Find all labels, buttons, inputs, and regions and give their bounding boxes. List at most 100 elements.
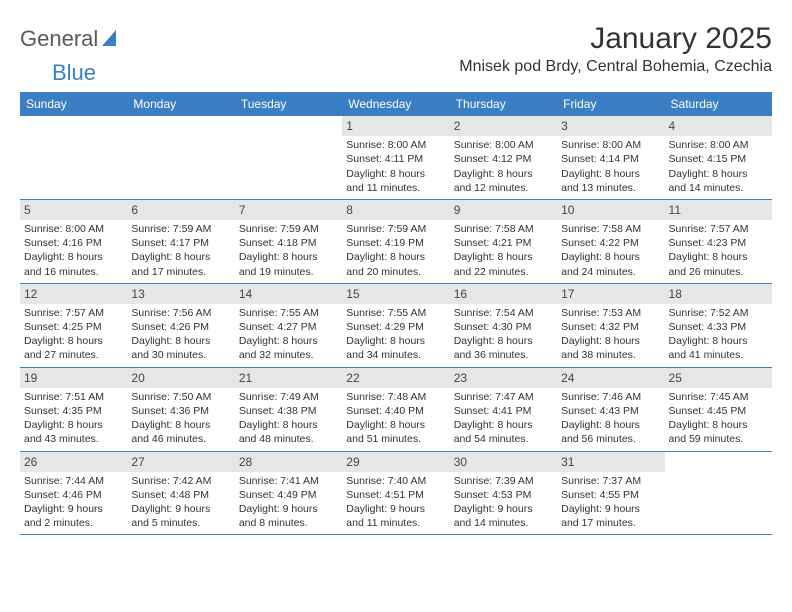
sunrise-text: Sunrise: 7:48 AM bbox=[346, 390, 445, 404]
daylight1-text: Daylight: 8 hours bbox=[669, 167, 768, 181]
daylight2-text: and 43 minutes. bbox=[24, 432, 123, 446]
sunset-text: Sunset: 4:55 PM bbox=[561, 488, 660, 502]
sunrise-text: Sunrise: 7:59 AM bbox=[346, 222, 445, 236]
day-number: 21 bbox=[235, 368, 342, 388]
daylight2-text: and 24 minutes. bbox=[561, 265, 660, 279]
daylight1-text: Daylight: 8 hours bbox=[669, 418, 768, 432]
sunset-text: Sunset: 4:43 PM bbox=[561, 404, 660, 418]
daylight2-text: and 51 minutes. bbox=[346, 432, 445, 446]
day-number: 3 bbox=[557, 116, 664, 136]
daylight1-text: Daylight: 8 hours bbox=[239, 334, 338, 348]
day-cell: 2Sunrise: 8:00 AMSunset: 4:12 PMDaylight… bbox=[450, 116, 557, 199]
day-number: 4 bbox=[665, 116, 772, 136]
sunrise-text: Sunrise: 7:55 AM bbox=[346, 306, 445, 320]
sunrise-text: Sunrise: 8:00 AM bbox=[561, 138, 660, 152]
daylight1-text: Daylight: 9 hours bbox=[131, 502, 230, 516]
day-number: 1 bbox=[342, 116, 449, 136]
day-cell: 25Sunrise: 7:45 AMSunset: 4:45 PMDayligh… bbox=[665, 368, 772, 451]
daylight1-text: Daylight: 8 hours bbox=[24, 250, 123, 264]
daylight2-text: and 22 minutes. bbox=[454, 265, 553, 279]
daylight1-text: Daylight: 8 hours bbox=[669, 334, 768, 348]
sunrise-text: Sunrise: 7:49 AM bbox=[239, 390, 338, 404]
daylight1-text: Daylight: 8 hours bbox=[346, 334, 445, 348]
sunset-text: Sunset: 4:30 PM bbox=[454, 320, 553, 334]
sunrise-text: Sunrise: 7:40 AM bbox=[346, 474, 445, 488]
sunset-text: Sunset: 4:46 PM bbox=[24, 488, 123, 502]
sunset-text: Sunset: 4:53 PM bbox=[454, 488, 553, 502]
dow-header-row: SundayMondayTuesdayWednesdayThursdayFrid… bbox=[20, 92, 772, 116]
daylight2-text: and 30 minutes. bbox=[131, 348, 230, 362]
day-cell: 6Sunrise: 7:59 AMSunset: 4:17 PMDaylight… bbox=[127, 200, 234, 283]
sunrise-text: Sunrise: 7:42 AM bbox=[131, 474, 230, 488]
day-cell: 24Sunrise: 7:46 AMSunset: 4:43 PMDayligh… bbox=[557, 368, 664, 451]
daylight2-text: and 59 minutes. bbox=[669, 432, 768, 446]
day-cell bbox=[20, 116, 127, 199]
day-number: 13 bbox=[127, 284, 234, 304]
sunset-text: Sunset: 4:18 PM bbox=[239, 236, 338, 250]
sunset-text: Sunset: 4:51 PM bbox=[346, 488, 445, 502]
day-number: 29 bbox=[342, 452, 449, 472]
daylight2-text: and 46 minutes. bbox=[131, 432, 230, 446]
logo: General bbox=[20, 26, 118, 52]
day-number: 31 bbox=[557, 452, 664, 472]
daylight2-text: and 41 minutes. bbox=[669, 348, 768, 362]
daylight2-text: and 11 minutes. bbox=[346, 516, 445, 530]
day-number: 30 bbox=[450, 452, 557, 472]
sunset-text: Sunset: 4:35 PM bbox=[24, 404, 123, 418]
daylight2-text: and 12 minutes. bbox=[454, 181, 553, 195]
day-number: 28 bbox=[235, 452, 342, 472]
sunset-text: Sunset: 4:49 PM bbox=[239, 488, 338, 502]
daylight2-text: and 8 minutes. bbox=[239, 516, 338, 530]
day-number: 20 bbox=[127, 368, 234, 388]
logo-text-1: General bbox=[20, 26, 98, 52]
daylight2-text: and 36 minutes. bbox=[454, 348, 553, 362]
sunrise-text: Sunrise: 7:46 AM bbox=[561, 390, 660, 404]
daylight1-text: Daylight: 8 hours bbox=[239, 418, 338, 432]
daylight1-text: Daylight: 9 hours bbox=[561, 502, 660, 516]
day-cell: 13Sunrise: 7:56 AMSunset: 4:26 PMDayligh… bbox=[127, 284, 234, 367]
daylight1-text: Daylight: 8 hours bbox=[239, 250, 338, 264]
sunrise-text: Sunrise: 7:58 AM bbox=[454, 222, 553, 236]
day-number: 16 bbox=[450, 284, 557, 304]
day-cell: 17Sunrise: 7:53 AMSunset: 4:32 PMDayligh… bbox=[557, 284, 664, 367]
sunrise-text: Sunrise: 7:50 AM bbox=[131, 390, 230, 404]
sunset-text: Sunset: 4:17 PM bbox=[131, 236, 230, 250]
day-number: 15 bbox=[342, 284, 449, 304]
day-cell: 5Sunrise: 8:00 AMSunset: 4:16 PMDaylight… bbox=[20, 200, 127, 283]
sunset-text: Sunset: 4:32 PM bbox=[561, 320, 660, 334]
day-cell bbox=[665, 452, 772, 535]
sunset-text: Sunset: 4:19 PM bbox=[346, 236, 445, 250]
daylight2-text: and 32 minutes. bbox=[239, 348, 338, 362]
day-cell: 16Sunrise: 7:54 AMSunset: 4:30 PMDayligh… bbox=[450, 284, 557, 367]
page-title: January 2025 bbox=[459, 22, 772, 56]
daylight1-text: Daylight: 8 hours bbox=[454, 418, 553, 432]
week-row: 19Sunrise: 7:51 AMSunset: 4:35 PMDayligh… bbox=[20, 368, 772, 452]
title-block: January 2025 Mnisek pod Brdy, Central Bo… bbox=[459, 22, 772, 76]
day-number: 19 bbox=[20, 368, 127, 388]
daylight2-text: and 11 minutes. bbox=[346, 181, 445, 195]
daylight2-text: and 2 minutes. bbox=[24, 516, 123, 530]
day-number: 27 bbox=[127, 452, 234, 472]
sunrise-text: Sunrise: 8:00 AM bbox=[346, 138, 445, 152]
daylight1-text: Daylight: 8 hours bbox=[561, 334, 660, 348]
sunrise-text: Sunrise: 8:00 AM bbox=[24, 222, 123, 236]
sunset-text: Sunset: 4:15 PM bbox=[669, 152, 768, 166]
day-number: 5 bbox=[20, 200, 127, 220]
dow-cell: Thursday bbox=[450, 92, 557, 116]
sunset-text: Sunset: 4:27 PM bbox=[239, 320, 338, 334]
sunset-text: Sunset: 4:41 PM bbox=[454, 404, 553, 418]
dow-cell: Friday bbox=[557, 92, 664, 116]
day-number: 6 bbox=[127, 200, 234, 220]
day-cell: 22Sunrise: 7:48 AMSunset: 4:40 PMDayligh… bbox=[342, 368, 449, 451]
day-number: 17 bbox=[557, 284, 664, 304]
daylight2-text: and 20 minutes. bbox=[346, 265, 445, 279]
daylight1-text: Daylight: 8 hours bbox=[24, 334, 123, 348]
day-cell: 4Sunrise: 8:00 AMSunset: 4:15 PMDaylight… bbox=[665, 116, 772, 199]
day-number: 22 bbox=[342, 368, 449, 388]
day-cell: 12Sunrise: 7:57 AMSunset: 4:25 PMDayligh… bbox=[20, 284, 127, 367]
daylight1-text: Daylight: 8 hours bbox=[346, 250, 445, 264]
sunrise-text: Sunrise: 7:37 AM bbox=[561, 474, 660, 488]
dow-cell: Wednesday bbox=[342, 92, 449, 116]
dow-cell: Sunday bbox=[20, 92, 127, 116]
day-number: 11 bbox=[665, 200, 772, 220]
